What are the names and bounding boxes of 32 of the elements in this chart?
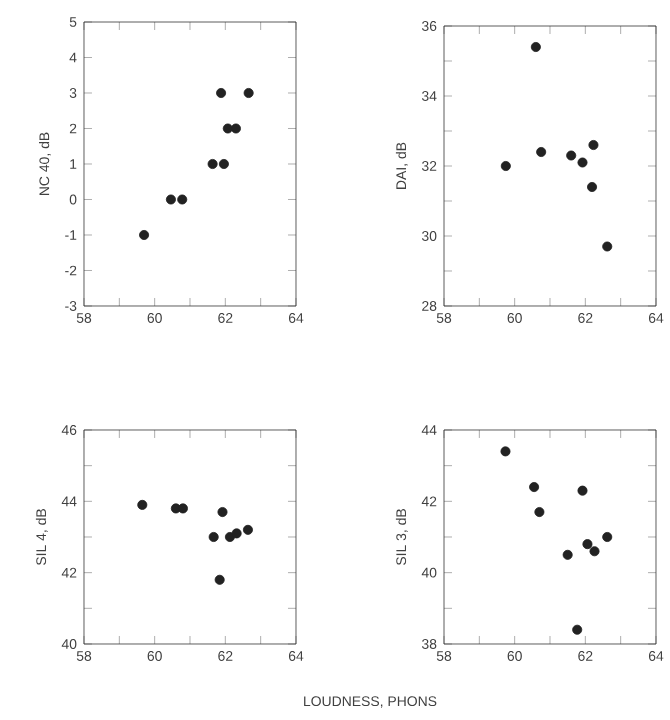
point bbox=[230, 123, 241, 134]
point bbox=[231, 528, 242, 539]
point bbox=[535, 147, 546, 157]
point bbox=[572, 624, 583, 635]
point bbox=[586, 182, 597, 192]
point bbox=[602, 241, 613, 252]
point bbox=[589, 546, 600, 557]
point bbox=[562, 549, 573, 560]
point bbox=[242, 524, 253, 535]
point bbox=[177, 194, 188, 205]
point bbox=[138, 230, 149, 240]
point bbox=[528, 482, 539, 493]
point bbox=[214, 574, 225, 585]
point bbox=[582, 539, 593, 550]
point bbox=[208, 532, 219, 542]
point bbox=[530, 42, 541, 53]
point bbox=[207, 159, 218, 169]
point bbox=[137, 499, 148, 510]
point bbox=[165, 194, 176, 205]
point bbox=[217, 507, 228, 518]
point bbox=[500, 446, 511, 457]
point bbox=[577, 157, 588, 168]
point bbox=[534, 507, 545, 518]
point bbox=[500, 161, 511, 171]
point bbox=[588, 140, 599, 150]
point bbox=[577, 485, 588, 496]
point bbox=[243, 88, 254, 98]
point bbox=[215, 88, 226, 98]
point bbox=[218, 159, 229, 169]
point bbox=[566, 150, 577, 161]
point bbox=[602, 532, 613, 542]
point bbox=[222, 123, 233, 134]
